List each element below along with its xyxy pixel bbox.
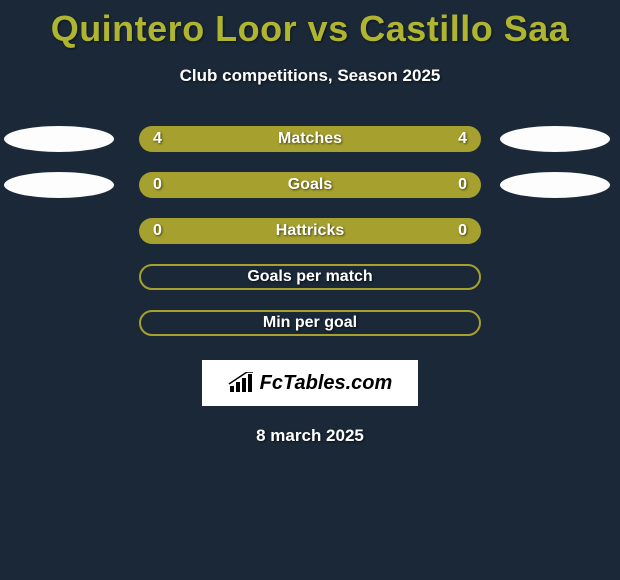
stat-bar: 0 Goals 0 xyxy=(139,172,481,198)
stat-label: Min per goal xyxy=(263,314,357,332)
player-right-marker xyxy=(500,126,610,152)
stat-bar: Min per goal xyxy=(139,310,481,336)
chart-subtitle: Club competitions, Season 2025 xyxy=(0,66,620,86)
stat-row: 0 Hattricks 0 xyxy=(0,218,620,244)
stat-bar: 0 Hattricks 0 xyxy=(139,218,481,244)
stat-right-value: 4 xyxy=(458,130,467,148)
chart-icon xyxy=(228,372,254,394)
stat-label: Goals xyxy=(288,176,332,194)
watermark: FcTables.com xyxy=(202,360,418,406)
stat-label: Hattricks xyxy=(276,222,344,240)
stat-row: 0 Goals 0 xyxy=(0,172,620,198)
chart-date: 8 march 2025 xyxy=(0,426,620,446)
chart-title: Quintero Loor vs Castillo Saa xyxy=(0,0,620,50)
stat-label: Matches xyxy=(278,130,342,148)
stat-bar: Goals per match xyxy=(139,264,481,290)
stat-row: 4 Matches 4 xyxy=(0,126,620,152)
stat-rows: 4 Matches 4 0 Goals 0 0 Hattricks 0 Goals per mat… xyxy=(0,126,620,336)
watermark-text: FcTables.com xyxy=(260,372,393,395)
stat-left-value: 0 xyxy=(153,222,162,240)
player-right-marker xyxy=(500,172,610,198)
comparison-chart: Quintero Loor vs Castillo Saa Club compe… xyxy=(0,0,620,446)
stat-label: Goals per match xyxy=(247,268,372,286)
stat-left-value: 0 xyxy=(153,176,162,194)
stat-right-value: 0 xyxy=(458,222,467,240)
stat-row: Min per goal xyxy=(0,310,620,336)
stat-left-value: 4 xyxy=(153,130,162,148)
player-left-marker xyxy=(4,172,114,198)
stat-right-value: 0 xyxy=(458,176,467,194)
player-left-marker xyxy=(4,126,114,152)
stat-bar: 4 Matches 4 xyxy=(139,126,481,152)
stat-row: Goals per match xyxy=(0,264,620,290)
